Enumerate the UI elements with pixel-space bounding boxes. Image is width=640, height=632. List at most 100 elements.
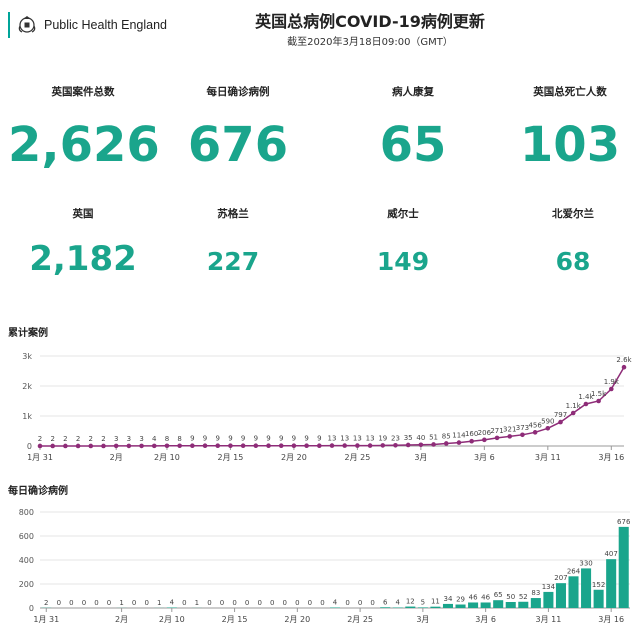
data-label: 2 [50, 435, 54, 443]
page-subtitle: 截至2020年3月18日09:00（GMT） [287, 37, 453, 48]
data-point [532, 430, 538, 435]
data-point [545, 426, 551, 431]
stat-label: 病人康复 [392, 86, 434, 98]
data-point [469, 438, 474, 444]
bar [505, 602, 516, 608]
data-point [291, 443, 297, 449]
x-tick-label: 2月 [115, 615, 128, 624]
data-point [151, 443, 157, 449]
data-label: 0 [94, 599, 98, 607]
data-label: 35 [404, 434, 413, 442]
y-tick-label: 800 [19, 508, 34, 517]
y-tick-label: 200 [19, 580, 34, 589]
data-label: 0 [283, 599, 287, 607]
data-label: 4 [152, 435, 157, 443]
data-label: 23 [391, 434, 400, 442]
data-label: 46 [469, 593, 478, 601]
stat-label: 英国总死亡人数 [533, 86, 607, 98]
bar [618, 526, 629, 608]
data-point [101, 443, 106, 449]
stat-label: 每日确诊病例 [206, 86, 270, 98]
data-label: 1 [119, 599, 123, 607]
y-tick-label: 400 [19, 556, 34, 565]
bar [606, 559, 617, 608]
data-label: 12 [406, 598, 415, 606]
data-label: 13 [366, 435, 375, 443]
x-tick-label: 3月 11 [535, 453, 561, 462]
stat-value: 68 [555, 247, 591, 276]
cumulative-chart-title: 累计案例 [8, 328, 48, 339]
bar [543, 591, 554, 608]
data-label: 8 [165, 435, 169, 443]
data-label: 13 [353, 435, 362, 443]
y-tick-label: 1k [22, 412, 32, 421]
data-point [583, 401, 589, 407]
stat-recovered: 病人康复 65 [338, 84, 488, 173]
data-label: 50 [506, 593, 515, 601]
stat-label: 英国 [72, 208, 94, 220]
y-tick-label: 3k [22, 352, 32, 361]
data-label: 407 [604, 550, 617, 558]
data-point [88, 443, 94, 449]
data-label: 29 [456, 596, 465, 604]
stat-value: 2,182 [29, 239, 137, 279]
data-label: 0 [232, 599, 236, 607]
bar [380, 607, 391, 608]
x-tick-label: 3月 11 [535, 615, 561, 624]
data-point [37, 443, 43, 449]
data-label: 13 [340, 435, 349, 443]
stat-value: 65 [379, 117, 447, 173]
data-label: 83 [531, 589, 540, 597]
data-label: 0 [144, 599, 148, 607]
stat-label: 苏格兰 [217, 208, 249, 220]
data-point [126, 443, 132, 449]
data-point [418, 442, 424, 448]
data-point [329, 443, 335, 448]
bar [593, 589, 604, 608]
bar [568, 576, 579, 608]
data-label: 1.4k [578, 393, 594, 401]
bar [555, 583, 566, 608]
data-point [317, 443, 322, 449]
stat-label: 英国案件总数 [51, 86, 115, 98]
x-tick-label: 3月 [416, 615, 429, 624]
data-point [520, 432, 525, 438]
data-point [393, 443, 398, 448]
data-label: 52 [519, 593, 528, 601]
x-tick-label: 2月 10 [159, 615, 185, 624]
data-point [380, 443, 386, 448]
data-label: 3 [139, 435, 143, 443]
data-point [456, 440, 462, 445]
data-label: 0 [370, 599, 374, 607]
data-point [50, 443, 55, 449]
data-point [558, 419, 563, 425]
data-label: 9 [304, 435, 308, 443]
data-point [139, 443, 144, 449]
data-label: 1.9k [604, 378, 620, 386]
stat-england: 英国 2,182 [8, 206, 158, 279]
data-point [113, 443, 119, 449]
data-label: 9 [317, 435, 321, 443]
x-tick-label: 2月 25 [344, 453, 370, 462]
data-label: 0 [107, 599, 111, 607]
data-point [240, 443, 246, 449]
data-label: 207 [554, 574, 567, 582]
data-label: 1 [195, 599, 199, 607]
data-label: 321 [503, 425, 516, 433]
data-label: 4 [333, 599, 338, 607]
x-tick-label: 3月 16 [598, 615, 624, 624]
data-label: 797 [554, 411, 567, 419]
x-tick-label: 2月 20 [284, 615, 310, 624]
data-label: 0 [132, 599, 136, 607]
data-point [75, 443, 81, 449]
data-point [621, 364, 627, 370]
data-label: 2.6k [616, 356, 632, 364]
data-label: 0 [345, 599, 349, 607]
data-label: 2 [89, 435, 93, 443]
data-label: 46 [481, 593, 490, 601]
data-label: 0 [245, 599, 249, 607]
data-label: 206 [478, 429, 492, 437]
bar [530, 598, 541, 608]
stat-total-cases: 英国案件总数 2,626 [8, 84, 160, 173]
cumulative-cases-chart: 0 1k 2k 3k 1月 31 2月 2月 10 2月 15 2月 20 2月 25 3月 3月 6… [22, 352, 632, 462]
